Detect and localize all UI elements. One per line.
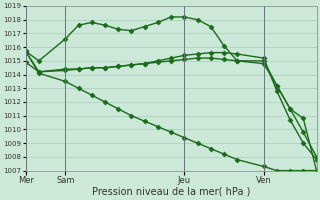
X-axis label: Pression niveau de la mer( hPa ): Pression niveau de la mer( hPa ) xyxy=(92,187,250,197)
